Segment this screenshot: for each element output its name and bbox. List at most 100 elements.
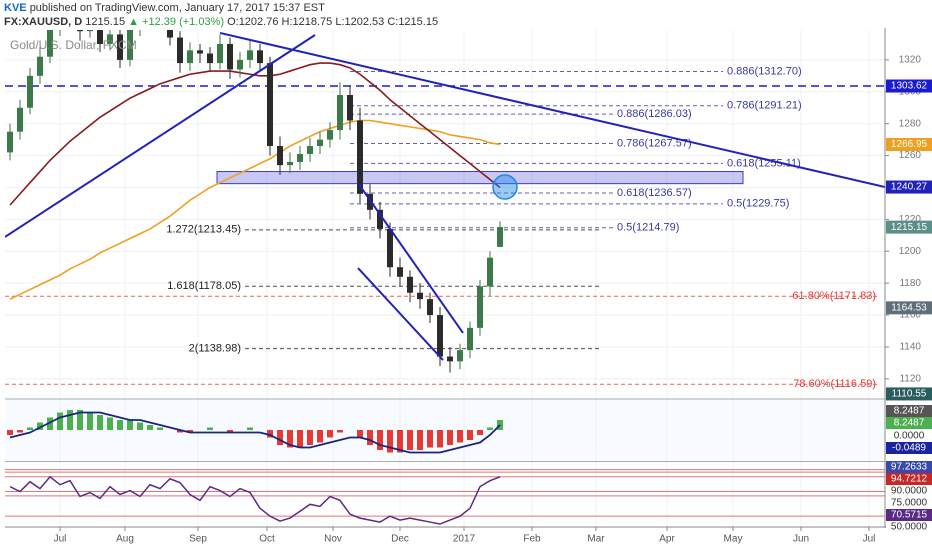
macd-bar — [447, 430, 453, 445]
oscillator-label-box — [886, 497, 932, 509]
candle-body — [417, 292, 423, 300]
candle-body — [207, 53, 213, 64]
candle-body — [167, 30, 173, 38]
x-tick-label: Feb — [523, 534, 541, 545]
axes: 1120114011601180120012201240126012801300… — [5, 28, 932, 545]
candle-body — [477, 286, 483, 328]
price-label: 1110.55 — [892, 389, 927, 400]
symbol: FX:XAUUSD, D — [4, 16, 82, 28]
candle-body — [437, 315, 443, 357]
candle-body — [187, 50, 193, 64]
macd-label-box — [886, 430, 932, 442]
macd-bar — [407, 430, 413, 450]
header-line-1: KVE published on TradingView.com, Januar… — [4, 2, 325, 14]
macd-bar — [207, 427, 213, 430]
macd-bar — [147, 425, 153, 430]
x-tick-label: Oct — [259, 534, 275, 545]
macd-bar — [487, 427, 493, 430]
trendline — [357, 182, 464, 334]
macd-pane — [5, 400, 885, 460]
macd-bar — [387, 430, 393, 453]
candle-body — [277, 146, 283, 166]
macd-bar — [307, 430, 313, 445]
y-tick-label: 1220 — [899, 214, 922, 225]
oscillator-pane — [5, 469, 885, 525]
price-label: 1164.53 — [891, 302, 927, 313]
macd-bar — [67, 410, 73, 430]
published: published on TradingView.com, January 17… — [30, 2, 325, 14]
macd-label: 8.2487 — [894, 406, 925, 417]
candle-body — [387, 228, 393, 268]
oscillator-label-box — [886, 509, 932, 521]
macd-bar — [7, 430, 13, 435]
y-tick-label: 1160 — [899, 310, 921, 321]
candle-body — [307, 146, 313, 154]
fib-label: 78.60%(1116.59) — [793, 378, 876, 390]
macd-bar — [227, 430, 233, 433]
candle-body — [117, 34, 123, 60]
macd-bar — [377, 430, 383, 450]
price-label: 1240.27 — [891, 182, 928, 193]
macd-bar — [77, 410, 83, 430]
macd-bar — [357, 430, 363, 438]
x-tick-label: 2017 — [453, 534, 476, 545]
candle-body — [97, 30, 103, 44]
oscillator-line — [9, 475, 501, 525]
fib-label: 2(1138.98) — [189, 342, 241, 354]
candle-body — [317, 139, 323, 147]
candle-body — [257, 50, 263, 64]
price-label: 1303.62 — [891, 81, 928, 92]
candle-body — [467, 327, 473, 351]
oscillator-label-box — [886, 461, 932, 473]
candle-body — [87, 30, 93, 32]
header-line-2: FX:XAUUSD, D 1215.15 ▲ +12.39 (+1.03%) O… — [4, 16, 438, 28]
supply-zone — [216, 171, 744, 185]
price-label-box — [886, 79, 932, 93]
trendline — [219, 31, 885, 189]
y-tick-label: 1260 — [899, 150, 922, 161]
highlight-circle — [492, 174, 518, 200]
candle-body — [197, 50, 203, 54]
macd-bar — [397, 430, 403, 453]
candle-body — [497, 227, 503, 247]
fib-label: 0.5(1214.79) — [617, 222, 679, 234]
candle-body — [217, 43, 223, 64]
price-label-box — [886, 301, 932, 315]
macd-bar — [437, 430, 443, 448]
x-tick-label: Jun — [793, 534, 809, 545]
macd-bar — [127, 420, 133, 430]
candle-body — [127, 30, 133, 60]
candle-body — [107, 34, 113, 44]
candle-body — [287, 161, 293, 166]
macd-bar — [157, 427, 163, 430]
candle-body — [487, 257, 493, 287]
macd-bar — [87, 412, 93, 430]
oscillator-label-box — [886, 521, 932, 533]
price-label-box — [886, 387, 932, 401]
oscillator-label-box — [886, 473, 932, 485]
candle-body — [227, 43, 233, 70]
x-tick-label: Apr — [659, 534, 675, 545]
macd-bar — [287, 430, 293, 448]
x-tick-label: Jul — [54, 534, 67, 545]
candle-body — [357, 120, 363, 194]
grid — [5, 30, 885, 527]
macd-bar — [317, 430, 323, 443]
candle-body — [447, 356, 453, 362]
fib-label: 0.618(1236.57) — [617, 187, 692, 199]
change: ▲ +12.39 (+1.03%) — [128, 16, 224, 28]
x-tick-label: Aug — [116, 534, 134, 545]
x-tick-label: Sep — [189, 534, 207, 545]
candle-body — [47, 30, 53, 57]
candle-body — [267, 63, 273, 147]
macd-label-box — [886, 442, 932, 454]
macd-bar — [37, 422, 43, 430]
macd-bar — [117, 420, 123, 430]
macd-label: -0.0489 — [892, 443, 926, 454]
x-tick-label: May — [724, 534, 743, 545]
y-tick-label: 1320 — [899, 55, 922, 66]
candle-body — [427, 299, 433, 316]
